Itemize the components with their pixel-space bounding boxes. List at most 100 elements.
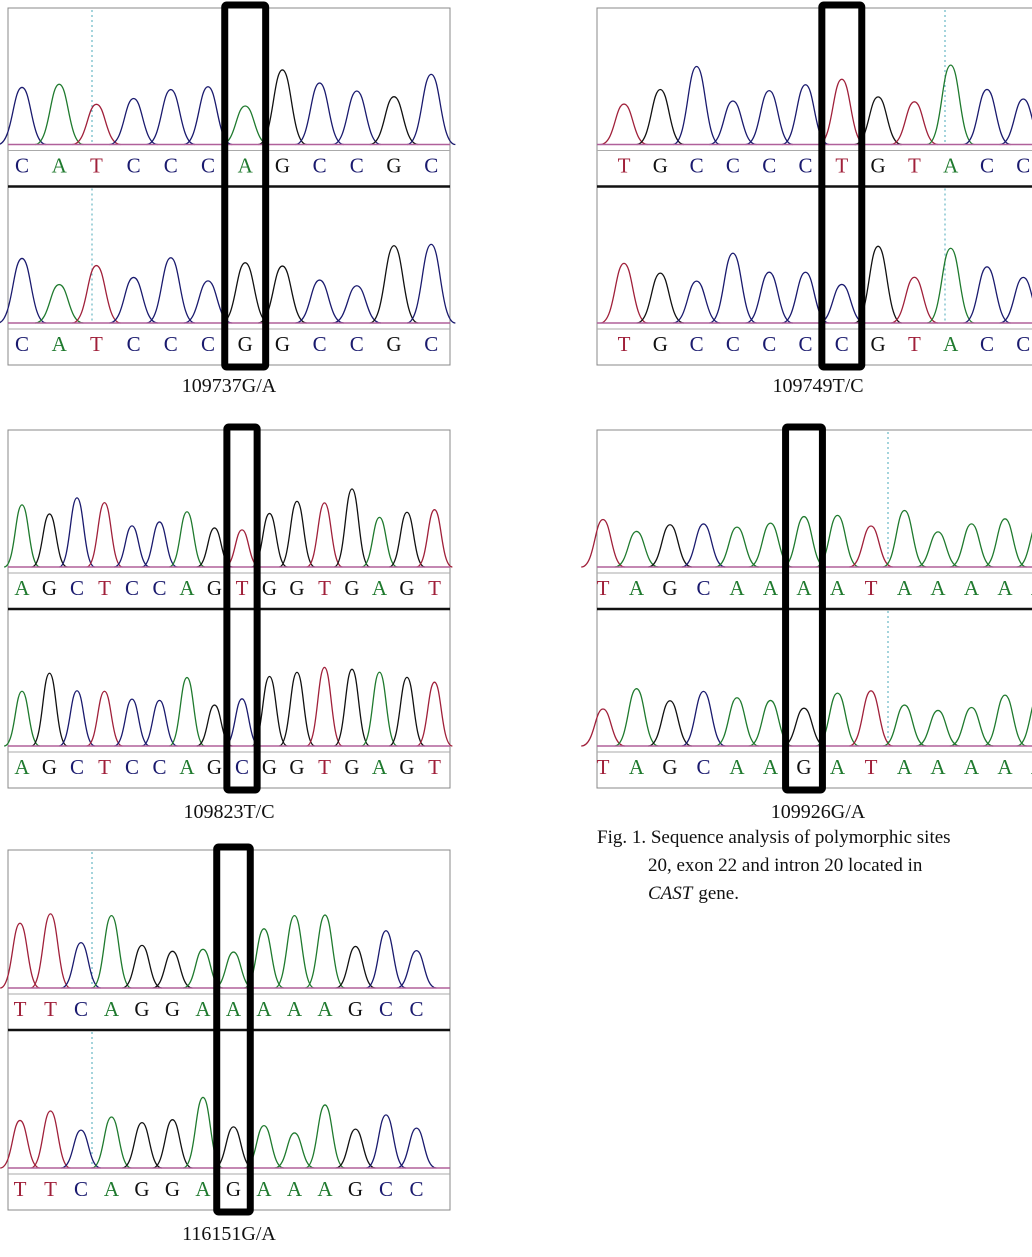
base-call: T (618, 153, 631, 177)
base-call: G (289, 755, 304, 779)
base-call: C (74, 1177, 88, 1201)
base-call: C (313, 153, 327, 177)
base-call: C (201, 332, 215, 356)
base-call: C (696, 755, 710, 779)
base-call: G (238, 332, 253, 356)
base-call: T (618, 332, 631, 356)
base-call: A (179, 755, 195, 779)
base-call: A (997, 755, 1013, 779)
base-call: A (796, 576, 812, 600)
base-call: A (287, 997, 303, 1021)
base-call: A (897, 755, 913, 779)
base-call: C (980, 332, 994, 356)
base-call: A (52, 332, 68, 356)
base-call: C (762, 153, 776, 177)
base-call: G (226, 1177, 241, 1201)
base-call: C (164, 332, 178, 356)
base-call: A (256, 997, 272, 1021)
base-call: G (386, 332, 401, 356)
base-call: A (629, 755, 645, 779)
base-call: T (14, 1177, 27, 1201)
base-call: C (424, 332, 438, 356)
panel-label: 109926G/A (771, 801, 866, 823)
base-call: C (350, 153, 364, 177)
base-call: C (798, 153, 812, 177)
base-call: T (597, 576, 610, 600)
base-call: C (409, 997, 423, 1021)
base-call: C (235, 755, 249, 779)
base-call: A (14, 755, 30, 779)
base-call: G (275, 332, 290, 356)
base-call: C (1016, 332, 1030, 356)
panel-label: 109749T/C (772, 375, 863, 397)
base-call: C (350, 332, 364, 356)
base-call: A (317, 997, 333, 1021)
base-call: T (90, 332, 103, 356)
base-call: C (152, 755, 166, 779)
base-call: C (127, 332, 141, 356)
base-call: C (127, 153, 141, 177)
base-call: C (726, 332, 740, 356)
panel-label: 116151G/A (182, 1223, 276, 1245)
chromatogram-panel: TGCCCCTGTACCTGCCCCCGTACC109749T/C (597, 5, 1032, 397)
base-call: G (262, 755, 277, 779)
base-call: C (379, 1177, 393, 1201)
base-call: A (372, 755, 388, 779)
base-call: C (379, 997, 393, 1021)
base-call: G (289, 576, 304, 600)
base-call: C (690, 332, 704, 356)
base-call: A (930, 576, 946, 600)
base-call: T (908, 153, 921, 177)
base-call: A (964, 576, 980, 600)
base-call: A (964, 755, 980, 779)
base-call: A (930, 755, 946, 779)
base-call: C (690, 153, 704, 177)
caption-text: gene. (698, 883, 739, 904)
base-call: G (348, 997, 363, 1021)
base-call: C (762, 332, 776, 356)
base-call: G (165, 997, 180, 1021)
base-call: A (943, 332, 959, 356)
base-call: G (207, 755, 222, 779)
base-call: G (42, 755, 57, 779)
base-call: C (15, 153, 29, 177)
base-call: G (386, 153, 401, 177)
base-call: A (287, 1177, 303, 1201)
base-call: C (835, 332, 849, 356)
base-call: C (409, 1177, 423, 1201)
panel-label: 109737G/A (182, 375, 277, 397)
base-call: C (70, 755, 84, 779)
base-call: A (195, 1177, 211, 1201)
gene-name: CAST (648, 883, 694, 904)
caption-line: 20, exon 22 and intron 20 located in (648, 855, 923, 876)
base-call: A (763, 755, 779, 779)
chromatogram-panel: TTCAGGAAAAAGCCTTCAGGAGAAAGCC116151G/A (0, 847, 450, 1245)
base-call: T (835, 153, 848, 177)
base-call: G (796, 755, 811, 779)
base-call: G (344, 576, 359, 600)
base-call: C (980, 153, 994, 177)
base-call: A (997, 576, 1013, 600)
base-call: T (236, 576, 249, 600)
base-call: T (44, 997, 57, 1021)
base-call: A (104, 997, 120, 1021)
base-call: G (399, 576, 414, 600)
base-call: G (653, 332, 668, 356)
base-call: A (317, 1177, 333, 1201)
base-call: A (729, 755, 745, 779)
base-call: T (908, 332, 921, 356)
base-call: A (195, 997, 211, 1021)
base-call: T (865, 576, 878, 600)
base-call: A (226, 997, 242, 1021)
base-call: C (15, 332, 29, 356)
chromatogram-panel: TAGCAAAATAAAAATAGCAAGATAAAAA109926G/A (581, 427, 1032, 823)
base-call: A (104, 1177, 120, 1201)
base-call: T (318, 755, 331, 779)
base-call: C (1016, 153, 1030, 177)
base-call: C (164, 153, 178, 177)
base-call: C (696, 576, 710, 600)
base-call: C (152, 576, 166, 600)
figure: Fig. 1. Sequence analysis of polymorphic… (0, 0, 1032, 1257)
base-call: C (424, 153, 438, 177)
